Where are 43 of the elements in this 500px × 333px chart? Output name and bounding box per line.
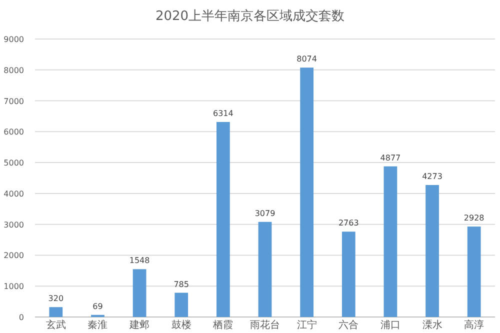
bar: [174, 292, 188, 317]
data-label: 1548: [129, 256, 150, 266]
data-label: 4273: [422, 172, 442, 182]
y-tick-label: 0: [18, 313, 24, 322]
data-label: 4877: [380, 153, 401, 162]
bar: [384, 166, 398, 317]
bar: [258, 222, 272, 317]
chart-title: 2020上半年南京各区域成交套数: [155, 8, 345, 24]
x-tick-label: 栖霞: [212, 319, 234, 331]
data-label: 8074: [296, 54, 317, 64]
x-tick-label: 玄武: [46, 319, 66, 331]
x-tick-label: 秦淮: [88, 319, 108, 331]
bar: [300, 68, 314, 317]
x-tick-label: 鼓楼: [171, 319, 192, 331]
bar: [216, 122, 230, 317]
data-label: 320: [48, 294, 64, 304]
y-tick-label: 3000: [4, 220, 24, 230]
y-tick-label: 5000: [4, 158, 24, 168]
x-tick-label: 高淳: [464, 319, 484, 331]
x-tick-label: 江宁: [296, 319, 317, 331]
x-tick-label: 溧水: [422, 319, 442, 331]
y-tick-label: 2000: [4, 251, 24, 260]
y-tick-label: 4000: [4, 189, 24, 198]
data-label: 2763: [338, 218, 359, 228]
bar: [426, 185, 439, 317]
y-tick-label: 8000: [4, 66, 24, 75]
x-tick-label: 六合: [338, 319, 359, 331]
y-tick-label: 6000: [4, 128, 24, 137]
data-label: 785: [174, 280, 190, 289]
data-label: 69: [92, 302, 103, 311]
y-tick-label: 7000: [4, 96, 24, 106]
y-tick-label: 1000: [4, 282, 24, 292]
data-label: 3079: [254, 208, 276, 218]
bar: [342, 232, 356, 317]
data-label: 2928: [464, 214, 484, 223]
y-tick-label: 9000: [4, 35, 24, 44]
bar: [467, 226, 481, 317]
x-tick-label: 浦口: [380, 319, 400, 331]
bar: [49, 307, 63, 317]
x-tick-label: 建邺: [128, 319, 150, 331]
bar: [132, 269, 146, 317]
x-tick-label: 雨花台: [250, 319, 280, 331]
data-label: 6314: [213, 108, 234, 118]
